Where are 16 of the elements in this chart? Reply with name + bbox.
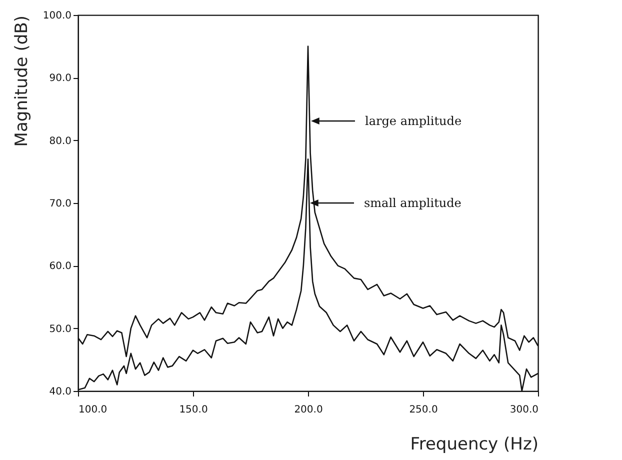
annotation: large amplitude [365, 114, 462, 128]
x-tick-label: 200.0 [294, 404, 323, 416]
x-tick-label: 150.0 [179, 404, 208, 416]
y-tick-label: 90.0 [49, 73, 72, 84]
annotation: small amplitude [364, 196, 462, 210]
x-tick-label: 300.0 [510, 404, 538, 416]
x-tick-label: 100.0 [78, 404, 108, 416]
y-tick-label: 70.0 [49, 198, 72, 210]
y-tick-label: 40.0 [49, 386, 72, 398]
y-tick-label: 50.0 [49, 324, 72, 335]
y-tick-label: 80.0 [49, 136, 72, 147]
x-axis-title: Frequency (Hz) [410, 434, 538, 454]
x-tick-label: 250.0 [409, 404, 438, 416]
y-axis-title: Magnitude (dB) [12, 16, 32, 147]
y-tick-label: 60.0 [49, 261, 72, 272]
y-tick-label: 100.0 [42, 10, 72, 22]
